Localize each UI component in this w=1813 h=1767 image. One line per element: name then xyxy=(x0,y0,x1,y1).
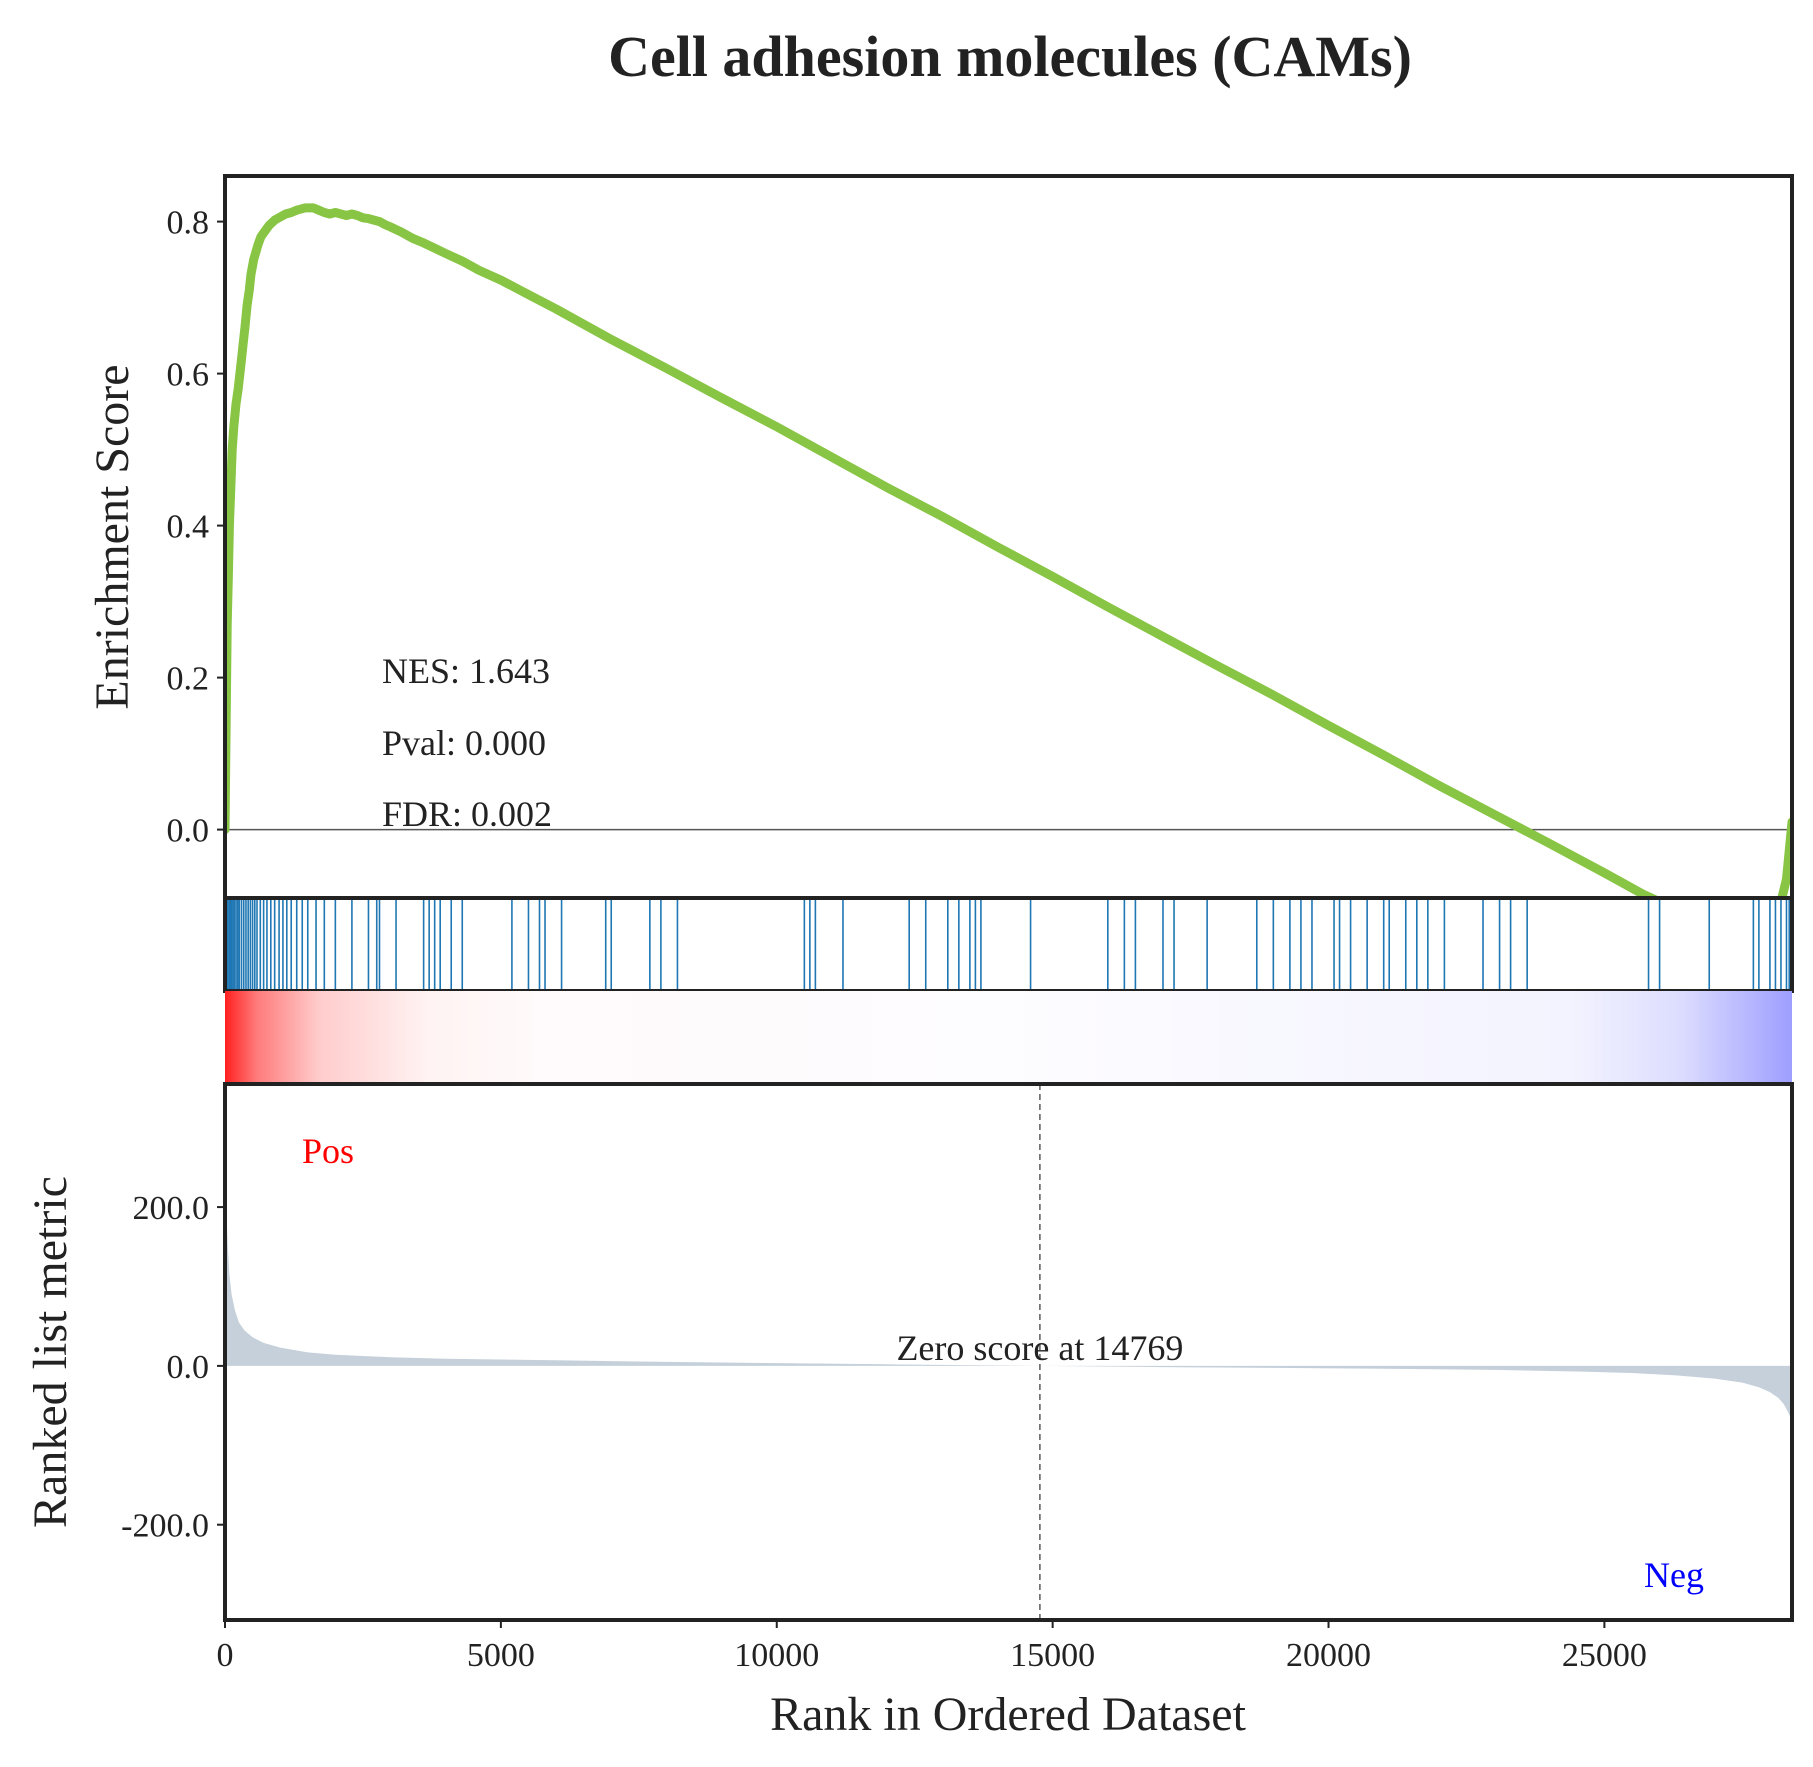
es-y-tick-label: 0.6 xyxy=(167,357,210,394)
x-tick-label: 25000 xyxy=(1562,1637,1647,1674)
pval-annotation: Pval: 0.000 xyxy=(382,723,546,763)
es-y-ticks: 0.0 0.2 0.4 0.6 0.8 xyxy=(167,205,225,850)
x-tick-label: 5000 xyxy=(467,1637,535,1674)
es-y-tick-label: 0.0 xyxy=(167,813,210,850)
rank-y-tick-label: 200.0 xyxy=(133,1190,210,1227)
zero-score-label: Zero score at 14769 xyxy=(896,1328,1183,1368)
es-y-tick-label: 0.2 xyxy=(167,661,210,698)
es-y-tick-label: 0.4 xyxy=(167,509,210,546)
pos-label: Pos xyxy=(302,1131,354,1171)
rank-panel-frame xyxy=(223,1082,1794,1622)
hits-panel-frame xyxy=(223,896,1794,993)
hits-panel xyxy=(223,896,1794,993)
neg-label: Neg xyxy=(1644,1555,1704,1595)
gene-hit-lines xyxy=(224,898,1793,991)
rank-heatmap-strip xyxy=(225,991,1792,1083)
x-axis-ticks: 0 5000 10000 15000 20000 25000 xyxy=(217,1620,1647,1674)
fdr-annotation: FDR: 0.002 xyxy=(382,794,552,834)
enrichment-score-panel: 0.0 0.2 0.4 0.6 0.8 NES: 1.643 Pval: 0.000 F… xyxy=(86,174,1794,900)
es-y-axis-label: Enrichment Score xyxy=(86,364,139,709)
x-tick-label: 20000 xyxy=(1286,1637,1371,1674)
es-series-line xyxy=(225,203,1792,898)
rank-y-axis-label: Ranked list metric xyxy=(24,1176,77,1528)
x-tick-label: 15000 xyxy=(1010,1637,1095,1674)
rank-y-ticks: -200.0 0.0 200.0 xyxy=(121,1190,225,1545)
chart-title: Cell adhesion molecules (CAMs) xyxy=(608,24,1412,89)
ranked-metric-area xyxy=(225,1151,1792,1424)
rank-y-tick-label: -200.0 xyxy=(121,1508,209,1545)
nes-annotation: NES: 1.643 xyxy=(382,651,550,691)
es-panel-frame xyxy=(223,174,1794,900)
es-y-tick-label: 0.8 xyxy=(167,205,210,242)
x-axis-label: Rank in Ordered Dataset xyxy=(770,1688,1246,1741)
x-tick-label: 10000 xyxy=(734,1637,819,1674)
ranked-metric-panel: -200.0 0.0 200.0 Pos Neg Zero score at 147… xyxy=(24,1082,1794,1622)
rank-y-tick-label: 0.0 xyxy=(167,1349,210,1386)
x-tick-label: 0 xyxy=(217,1637,234,1674)
